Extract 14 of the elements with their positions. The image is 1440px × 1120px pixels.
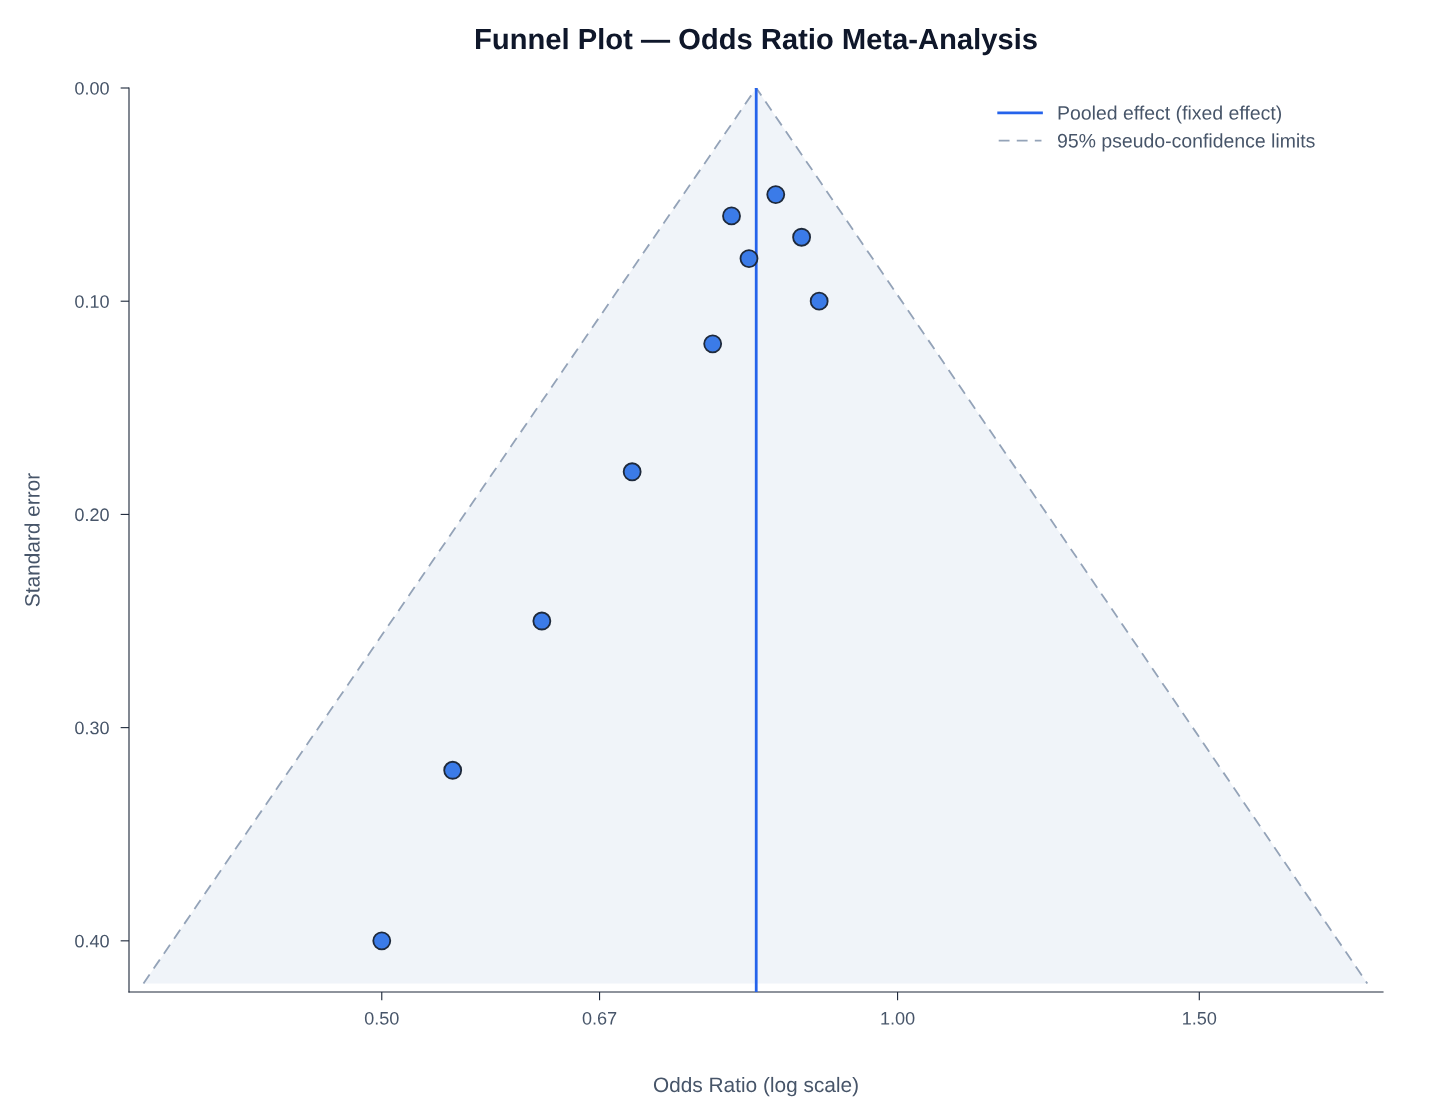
x-tick-label: 0.50 <box>364 1011 399 1025</box>
y-tick-label: 0.00 <box>75 81 109 95</box>
x-tick-label: 0.67 <box>582 1011 617 1025</box>
x-tick-label: 1.00 <box>881 1011 915 1025</box>
y-tick-label: 0.20 <box>75 508 109 522</box>
chart-title: Funnel Plot — Odds Ratio Meta-Analysis <box>476 27 1037 56</box>
legend-label: 95% pseudo-confidence limits <box>1057 133 1315 152</box>
y-tick-label: 0.10 <box>75 295 109 308</box>
legend-label: Pooled effect (fixed effect) <box>1058 105 1282 124</box>
x-axis-title: Odds Ratio (log scale) <box>653 1076 858 1097</box>
x-tick-label: 1.50 <box>1183 1011 1217 1025</box>
y-tick-label: 0.30 <box>75 721 109 735</box>
y-tick-label: 0.40 <box>75 934 109 948</box>
y-axis-title: Standard error <box>24 473 40 607</box>
